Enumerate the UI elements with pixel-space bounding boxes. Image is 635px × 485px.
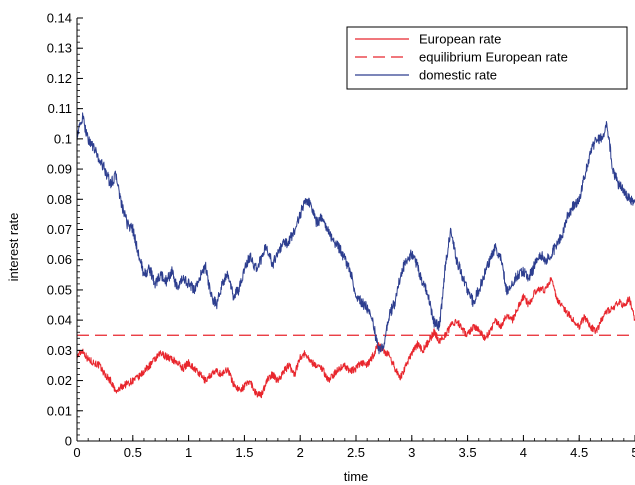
y-tick-label: 0.13 bbox=[47, 41, 72, 56]
y-tick-label: 0.12 bbox=[47, 71, 72, 86]
series-line-domestic-rate bbox=[76, 112, 635, 355]
legend-label: European rate bbox=[419, 32, 501, 47]
y-tick-label: 0.11 bbox=[48, 101, 72, 116]
series-layer bbox=[76, 112, 635, 399]
x-tick-label: 0.5 bbox=[124, 445, 142, 460]
legend-box bbox=[346, 26, 628, 90]
x-tick-label: 1 bbox=[185, 445, 192, 460]
y-tick-label: 0.09 bbox=[47, 162, 72, 177]
y-tick-label: 0.08 bbox=[47, 192, 72, 207]
x-tick-label: 3.5 bbox=[459, 445, 477, 460]
legend: European rate equilibrium European rate do… bbox=[346, 26, 628, 90]
y-tick-label: 0.01 bbox=[47, 403, 72, 418]
y-tick-label: 0.02 bbox=[47, 373, 72, 388]
axes-layer: 0 0.01 0.02 0.03 0.04 0.05 0.06 0.07 0.08 0.09 0.1… bbox=[47, 11, 635, 460]
y-tick-label: 0.14 bbox=[47, 11, 72, 26]
x-tick-label: 4 bbox=[520, 445, 527, 460]
x-tick-label: 5 bbox=[631, 445, 635, 460]
y-tick-label: 0.06 bbox=[47, 252, 72, 267]
x-tick-label: 1.5 bbox=[235, 445, 253, 460]
y-tick-label: 0.05 bbox=[47, 282, 72, 297]
x-tick-label: 3 bbox=[408, 445, 415, 460]
legend-label: equilibrium European rate bbox=[419, 50, 568, 65]
y-tick-label: 0 bbox=[65, 434, 72, 449]
y-axis-title: interest rate bbox=[6, 213, 21, 282]
legend-label: domestic rate bbox=[419, 68, 497, 83]
x-tick-label: 4.5 bbox=[570, 445, 588, 460]
y-tick-label: 0.03 bbox=[47, 343, 72, 358]
x-tick-label: 0 bbox=[73, 445, 80, 460]
series-line-european-rate bbox=[76, 277, 635, 399]
x-tick-label: 2 bbox=[297, 445, 304, 460]
y-tick-label: 0.1 bbox=[54, 131, 72, 146]
x-axis-title: time bbox=[344, 469, 369, 484]
y-tick-label: 0.07 bbox=[47, 222, 72, 237]
y-tick-label: 0.04 bbox=[47, 313, 72, 328]
x-tick-label: 2.5 bbox=[347, 445, 365, 460]
